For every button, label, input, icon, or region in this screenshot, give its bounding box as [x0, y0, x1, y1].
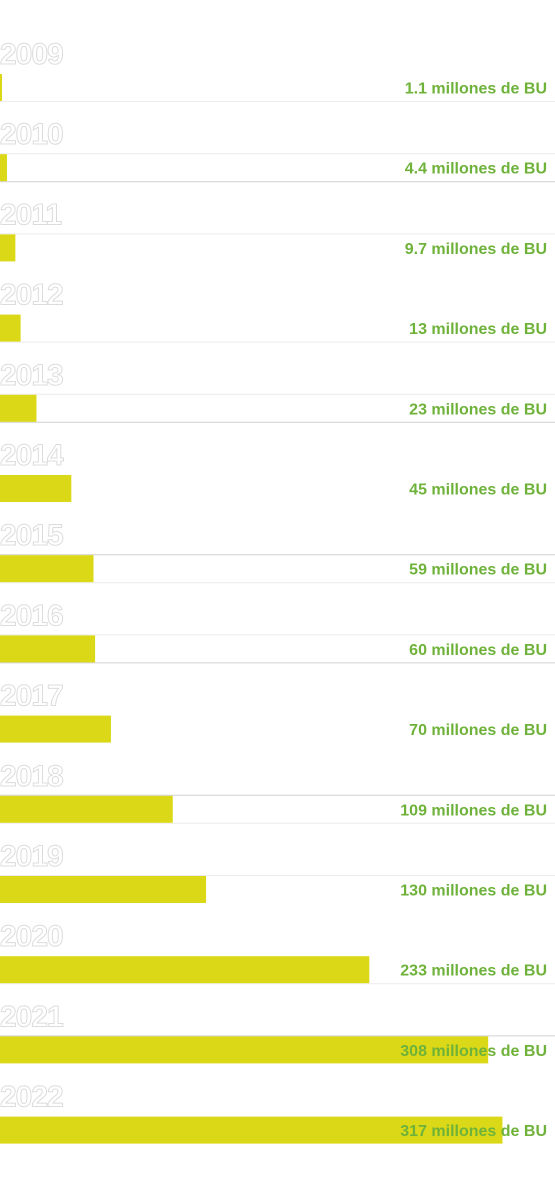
- bar-2013: [0, 394, 37, 422]
- value-label-2016: 60 millones de BU: [409, 642, 547, 659]
- chart-row-2014: 2014 45 millones de BU: [0, 439, 547, 502]
- chart-row-2011: 2011 9.7 millones de BU: [0, 198, 555, 262]
- year-label-2013: 2013: [0, 359, 63, 392]
- chart-row-2015: 2015 59 millones de BU: [0, 519, 555, 584]
- chart-row-2012: 2012 13 millones de BU: [0, 278, 555, 343]
- chart-row-2016: 2016 60 millones de BU: [0, 599, 555, 664]
- chart-row-2020: 2020 233 millones de BU: [0, 920, 555, 985]
- bar-2010: [0, 154, 7, 182]
- year-label-2016: 2016: [0, 599, 63, 632]
- bar-2012: [0, 314, 21, 342]
- value-label-2019: 130 millones de BU: [400, 883, 547, 900]
- year-label-2011: 2011: [0, 198, 61, 231]
- bar-2009: [0, 74, 2, 101]
- year-label-2012: 2012: [0, 279, 63, 312]
- chart-row-2018: 2018 109 millones de BU: [0, 759, 555, 824]
- chart-row-2017: 2017 70 millones de BU: [0, 679, 547, 743]
- value-label-2021: 308 millones de BU: [400, 1043, 547, 1060]
- year-label-2022: 2022: [0, 1081, 63, 1114]
- chart-row-2022: 2022 317 millones de BU: [0, 1080, 547, 1144]
- chart-row-2019: 2019 130 millones de BU: [0, 840, 555, 903]
- year-label-2017: 2017: [0, 680, 63, 713]
- year-label-2018: 2018: [0, 760, 63, 793]
- value-label-2018: 109 millones de BU: [400, 802, 547, 819]
- year-label-2010: 2010: [0, 118, 63, 151]
- year-label-2009: 2009: [0, 38, 63, 71]
- bar-2020: [0, 956, 370, 984]
- bar-2019: [0, 876, 207, 903]
- value-label-2011: 9.7 millones de BU: [405, 241, 547, 258]
- value-label-2014: 45 millones de BU: [409, 482, 547, 499]
- year-label-2019: 2019: [0, 840, 63, 873]
- value-label-2009: 1.1 millones de BU: [405, 81, 547, 98]
- year-label-2014: 2014: [0, 439, 64, 472]
- value-label-2020: 233 millones de BU: [400, 963, 547, 980]
- value-label-2017: 70 millones de BU: [409, 722, 547, 739]
- value-label-2022: 317 millones de BU: [400, 1123, 547, 1140]
- year-label-2021: 2021: [0, 1000, 63, 1033]
- bar-2018: [0, 795, 173, 823]
- year-label-2015: 2015: [0, 519, 63, 552]
- value-label-2010: 4.4 millones de BU: [405, 161, 547, 178]
- value-label-2013: 23 millones de BU: [409, 401, 547, 418]
- bar-2016: [0, 635, 96, 663]
- bar-2017: [0, 715, 111, 743]
- bar-2014: [0, 475, 72, 502]
- bar-2011: [0, 234, 16, 262]
- value-label-2015: 59 millones de BU: [409, 562, 547, 579]
- year-label-2020: 2020: [0, 920, 63, 953]
- chart-row-2013: 2013 23 millones de BU: [0, 358, 555, 423]
- chart-row-2010: 2010 4.4 millones de BU: [0, 118, 555, 183]
- chart-row-2021: 2021 308 millones de BU: [0, 1000, 555, 1064]
- bar-2015: [0, 555, 94, 583]
- bar-2021: [0, 1036, 489, 1064]
- value-label-2012: 13 millones de BU: [409, 321, 547, 338]
- bar-2022: [0, 1116, 503, 1144]
- chart-row-2009: 2009 1.1 millones de BU: [0, 38, 555, 102]
